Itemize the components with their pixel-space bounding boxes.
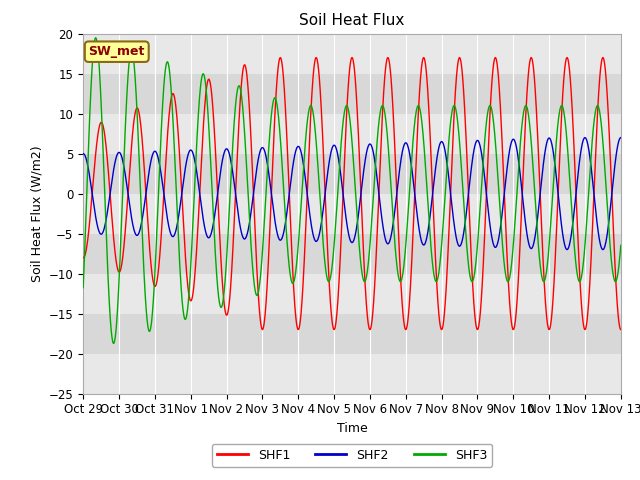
Bar bbox=[83, 154, 621, 193]
Bar bbox=[83, 313, 621, 354]
Bar bbox=[83, 193, 621, 234]
Bar bbox=[83, 34, 621, 73]
Text: SW_met: SW_met bbox=[88, 45, 145, 58]
Bar bbox=[83, 274, 621, 313]
Bar bbox=[83, 73, 621, 114]
Bar bbox=[83, 234, 621, 274]
Bar bbox=[83, 354, 621, 394]
Legend: SHF1, SHF2, SHF3: SHF1, SHF2, SHF3 bbox=[212, 444, 492, 467]
X-axis label: Time: Time bbox=[337, 422, 367, 435]
Y-axis label: Soil Heat Flux (W/m2): Soil Heat Flux (W/m2) bbox=[30, 145, 43, 282]
Bar bbox=[83, 114, 621, 154]
Title: Soil Heat Flux: Soil Heat Flux bbox=[300, 13, 404, 28]
